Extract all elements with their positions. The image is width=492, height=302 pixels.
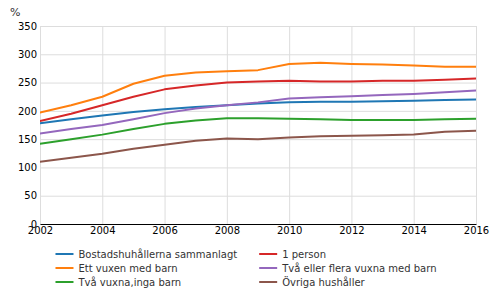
tick-label: 250	[18, 77, 37, 88]
tick-label: 50	[24, 190, 37, 201]
y-tick: 300	[18, 49, 476, 60]
legend-label: Ett vuxen med barn	[78, 263, 177, 274]
y-tick: 50	[24, 190, 476, 201]
y-tick: 100	[18, 162, 476, 173]
grid-line	[414, 26, 415, 224]
axis-title: %	[10, 6, 20, 19]
grid-line	[289, 26, 290, 224]
legend-item: Övriga hushåller	[259, 276, 365, 288]
tick-label: 2006	[152, 225, 177, 236]
legend-item: Bostadshuhållerna sammanlagt	[55, 248, 237, 260]
tick-label: 200	[18, 106, 37, 117]
x-tick: 2002	[28, 26, 53, 236]
y-tick: 350	[18, 21, 476, 32]
grid-line	[165, 26, 166, 224]
lines	[40, 63, 476, 162]
axis-line	[41, 224, 477, 225]
grid-line	[40, 196, 476, 197]
grid-line	[476, 26, 477, 224]
legend-label: Övriga hushåller	[282, 276, 365, 288]
legend-swatch	[55, 281, 73, 283]
tick-label: 150	[18, 134, 37, 145]
legend-label: Bostadshuhållerna sammanlagt	[78, 248, 237, 260]
grid-line	[40, 26, 41, 224]
x-tick: 2008	[215, 26, 240, 236]
tick-label: 2004	[90, 225, 115, 236]
series-line	[40, 79, 476, 121]
x-axis: 2002 2004 2006 2008 2010 2012 2014 2016	[28, 26, 489, 236]
chart: 0501001502002503003502002200420062008201…	[0, 0, 492, 302]
legend-item: 1 person	[259, 249, 326, 260]
legend-swatch	[55, 267, 73, 269]
tick-label: 2010	[277, 225, 302, 236]
tick-label: 2002	[28, 225, 53, 236]
grid-line	[227, 26, 228, 224]
x-tick: 2012	[339, 26, 364, 236]
legend-item: Två vuxna,inga barn	[55, 276, 181, 288]
grid-line	[40, 167, 476, 168]
tick-label: 2016	[464, 225, 489, 236]
legend-item: Ett vuxen med barn	[55, 263, 177, 274]
tick-label: 2014	[401, 225, 426, 236]
legend-label: 1 person	[282, 249, 326, 260]
tick-label: 100	[18, 162, 37, 173]
legend-label: Två vuxna,inga barn	[77, 276, 181, 288]
plot: 0501001502002503003502002200420062008201…	[18, 21, 489, 236]
series-line	[40, 131, 476, 162]
tick-label: 2008	[215, 225, 240, 236]
tick-label: 350	[18, 21, 37, 32]
x-tick: 2014	[401, 26, 426, 236]
grid-line	[40, 111, 476, 112]
tick-label: 300	[18, 49, 37, 60]
grid-line	[40, 224, 476, 225]
legend-swatch	[55, 253, 73, 255]
grid-line	[40, 83, 476, 84]
x-tick: 2004	[90, 26, 115, 236]
legend-swatch	[259, 267, 277, 269]
series-line	[40, 90, 476, 133]
tick-label: 2012	[339, 225, 364, 236]
y-tick: 200	[18, 106, 476, 117]
grid-line	[40, 54, 476, 55]
y-axis: 050100150200250300350	[18, 21, 476, 230]
x-tick: 2010	[277, 26, 302, 236]
legend-label: Två eller flera vuxna med barn	[281, 262, 436, 274]
grid-line	[40, 26, 476, 27]
axis-line	[40, 27, 41, 225]
legend-item: Två eller flera vuxna med barn	[259, 262, 436, 274]
legend-swatch	[259, 281, 277, 283]
legend: Bostadshuhållerna sammanlagt Ett vuxen me…	[55, 248, 436, 288]
legend-swatch	[259, 253, 277, 255]
grid-line	[351, 26, 352, 224]
x-tick: 2006	[152, 26, 177, 236]
